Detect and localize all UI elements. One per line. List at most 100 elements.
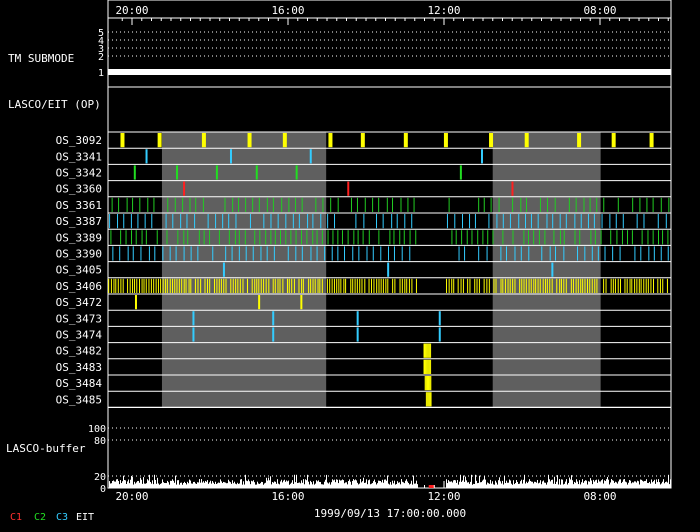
buffer-bar bbox=[366, 479, 367, 488]
buffer-bar bbox=[591, 480, 592, 488]
buffer-bar bbox=[182, 484, 183, 488]
mark-OS_3390-50 bbox=[549, 246, 551, 261]
buffer-bar bbox=[534, 481, 535, 488]
mark-OS_3361-44 bbox=[512, 197, 514, 212]
mark-OS_3406-57 bbox=[258, 278, 260, 293]
mark-OS_3406-86 bbox=[338, 278, 340, 293]
mark-OS_3406-71 bbox=[298, 278, 300, 293]
mark-OS_3406-103 bbox=[382, 278, 384, 293]
buffer-bar bbox=[549, 479, 550, 488]
buffer-bar bbox=[186, 484, 187, 488]
mark-OS_3485-2 bbox=[427, 392, 429, 407]
mark-OS_3361-36 bbox=[400, 197, 402, 212]
mark-OS_3389-61 bbox=[523, 230, 525, 245]
buffer-bar bbox=[393, 483, 394, 488]
mark-OS_3390-12 bbox=[197, 246, 199, 261]
buffer-bar bbox=[460, 474, 461, 488]
buffer-bar bbox=[240, 479, 241, 488]
buffer-bar bbox=[557, 475, 558, 488]
mark-OS_3387-11 bbox=[194, 214, 196, 229]
buffer-bar bbox=[368, 480, 369, 488]
buffer-bar bbox=[605, 481, 606, 488]
mark-OS_3387-1 bbox=[117, 214, 119, 229]
buffer-bar bbox=[581, 482, 582, 488]
buffer-bar bbox=[528, 481, 529, 488]
buffer-bar bbox=[124, 479, 125, 488]
mark-OS_3405-2 bbox=[551, 262, 554, 277]
buffer-bar bbox=[159, 484, 160, 488]
mark-OS_3387-32 bbox=[382, 214, 384, 229]
buffer-bar bbox=[382, 479, 383, 488]
buffer-bar bbox=[220, 479, 221, 488]
buffer-bar bbox=[661, 483, 662, 488]
mark-OS_3406-39 bbox=[207, 278, 209, 293]
mark-OS_3092-13 bbox=[649, 133, 654, 148]
mark-OS_3390-16 bbox=[238, 246, 240, 261]
buffer-bar bbox=[271, 484, 272, 488]
program-label-OS_3406: OS_3406 bbox=[56, 280, 102, 293]
mark-OS_3406-166 bbox=[586, 278, 588, 293]
buffer-bar bbox=[158, 483, 159, 488]
mark-OS_3406-176 bbox=[617, 278, 619, 293]
mark-OS_3342-1 bbox=[176, 165, 179, 180]
buffer-bar bbox=[373, 481, 374, 488]
mark-OS_3406-167 bbox=[589, 278, 591, 293]
buffer-bar bbox=[623, 479, 624, 488]
mark-OS_3472-1 bbox=[258, 295, 261, 310]
mark-OS_3389-53 bbox=[466, 230, 468, 245]
mark-OS_3389-42 bbox=[368, 230, 370, 245]
mark-OS_3482-1 bbox=[424, 343, 426, 358]
buffer-bar bbox=[340, 480, 341, 488]
mark-OS_3092-10 bbox=[524, 133, 529, 148]
mark-OS_3092-7 bbox=[403, 133, 408, 148]
mark-OS_3483-1 bbox=[424, 359, 426, 374]
mark-OS_3389-4 bbox=[135, 230, 137, 245]
mark-OS_3390-6 bbox=[154, 246, 156, 261]
mark-OS_3361-34 bbox=[386, 197, 388, 212]
mark-OS_3387-38 bbox=[454, 214, 456, 229]
mark-OS_3092-11 bbox=[577, 133, 582, 148]
buffer-bar bbox=[416, 480, 417, 488]
buffer-bar bbox=[268, 477, 269, 488]
buffer-bar bbox=[344, 483, 345, 488]
mark-OS_3389-25 bbox=[280, 230, 282, 245]
mark-OS_3406-107 bbox=[394, 278, 396, 293]
mark-OS_3390-33 bbox=[366, 246, 368, 261]
mark-OS_3406-1 bbox=[110, 278, 112, 293]
mark-OS_3390-58 bbox=[612, 246, 614, 261]
mark-OS_3406-177 bbox=[619, 278, 621, 293]
mark-OS_3406-87 bbox=[340, 278, 342, 293]
lasco-eit-op-label: LASCO/EIT (OP) bbox=[8, 98, 101, 111]
mark-OS_3482-4 bbox=[427, 343, 429, 358]
mark-OS_3406-62 bbox=[272, 278, 274, 293]
mark-OS_3389-31 bbox=[312, 230, 314, 245]
buffer-bar bbox=[573, 484, 574, 488]
mark-OS_3389-21 bbox=[259, 230, 261, 245]
mark-OS_3406-37 bbox=[200, 278, 202, 293]
buffer-bar bbox=[543, 480, 544, 488]
buffer-bar bbox=[226, 483, 227, 488]
mark-OS_3406-66 bbox=[282, 278, 284, 293]
program-label-OS_3361: OS_3361 bbox=[56, 199, 102, 212]
buffer-bar bbox=[306, 480, 307, 488]
buffer-bar bbox=[538, 483, 539, 488]
mark-OS_3406-100 bbox=[376, 278, 378, 293]
buffer-bar bbox=[556, 481, 557, 488]
buffer-bar bbox=[238, 483, 239, 488]
buffer-bar bbox=[468, 482, 469, 488]
mark-OS_3406-147 bbox=[537, 278, 539, 293]
mark-OS_3389-82 bbox=[658, 230, 660, 245]
buffer-bar bbox=[505, 483, 506, 488]
mark-OS_3342-2 bbox=[215, 165, 218, 180]
buffer-bar bbox=[138, 480, 139, 488]
buffer-bar bbox=[143, 477, 144, 488]
buffer-bar bbox=[611, 479, 612, 488]
mark-OS_3406-28 bbox=[176, 278, 178, 293]
time-label-top-1: 16:00 bbox=[271, 4, 304, 17]
buffer-bar bbox=[565, 481, 566, 488]
program-marks bbox=[108, 133, 670, 407]
buffer-bar bbox=[396, 484, 397, 488]
buffer-bar bbox=[563, 484, 564, 488]
mark-OS_3389-78 bbox=[631, 230, 633, 245]
buffer-bar bbox=[144, 483, 145, 488]
